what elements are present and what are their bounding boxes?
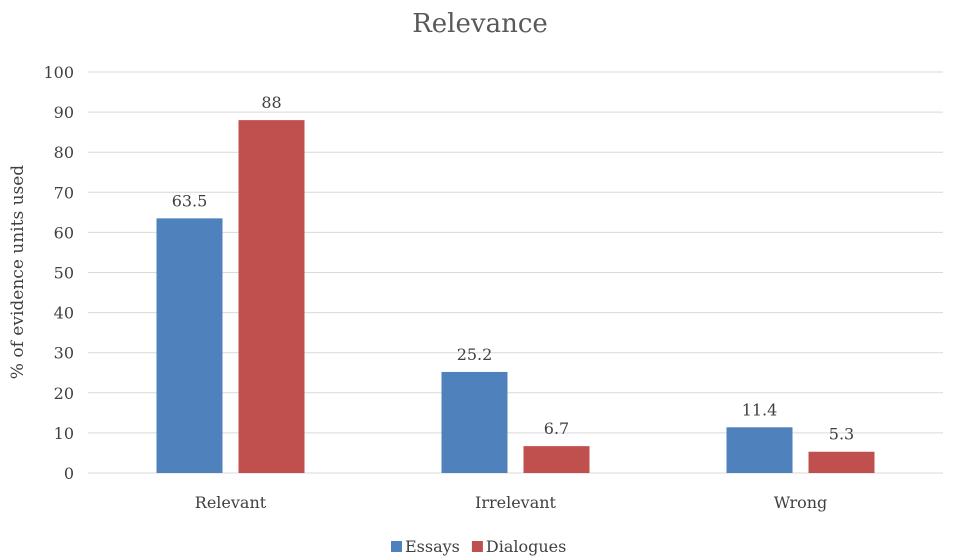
bar-essays-relevant — [156, 218, 223, 473]
bar-dialogues-wrong — [808, 451, 875, 473]
data-label: 6.7 — [544, 419, 569, 438]
legend-swatch-essays — [391, 541, 402, 552]
data-label: 25.2 — [457, 345, 493, 364]
y-tick-label: 70 — [54, 183, 74, 202]
y-tick-label: 40 — [54, 304, 74, 323]
y-axis-ticks: 0 10 20 30 40 50 60 70 80 90 100 — [43, 63, 74, 483]
x-tick-label: Relevant — [195, 493, 267, 512]
y-tick-label: 90 — [54, 103, 74, 122]
y-tick-label: 30 — [54, 344, 74, 363]
data-labels: 63.5 88 25.2 6.7 11.4 5.3 — [172, 93, 855, 444]
data-label: 11.4 — [742, 400, 778, 419]
y-tick-label: 80 — [54, 143, 74, 162]
bar-essays-irrelevant — [441, 371, 508, 473]
y-tick-label: 100 — [43, 63, 74, 82]
y-tick-label: 50 — [54, 264, 74, 283]
x-tick-label: Wrong — [774, 493, 828, 512]
gridlines — [88, 71, 943, 474]
legend-swatch-dialogues — [471, 541, 483, 552]
bar-dialogues-relevant — [238, 120, 305, 474]
x-tick-label: Irrelevant — [475, 493, 557, 512]
y-tick-label: 20 — [54, 384, 74, 403]
data-label: 88 — [261, 93, 281, 112]
bar-essays-wrong — [726, 427, 793, 473]
legend-label-essays: Essays — [405, 537, 460, 556]
bars — [156, 120, 875, 474]
data-label: 63.5 — [172, 191, 208, 210]
y-axis-label: % of evidence units used — [8, 165, 28, 379]
chart-title: Relevance — [412, 9, 548, 39]
y-tick-label: 0 — [64, 464, 74, 483]
legend-label-dialogues: Dialogues — [486, 537, 566, 556]
bar-dialogues-irrelevant — [523, 446, 590, 473]
legend: Essays Dialogues — [391, 537, 566, 556]
y-tick-label: 10 — [54, 424, 74, 443]
x-axis-ticks: Relevant Irrelevant Wrong — [195, 493, 827, 512]
data-label: 5.3 — [829, 425, 854, 444]
y-tick-label: 60 — [54, 223, 74, 242]
